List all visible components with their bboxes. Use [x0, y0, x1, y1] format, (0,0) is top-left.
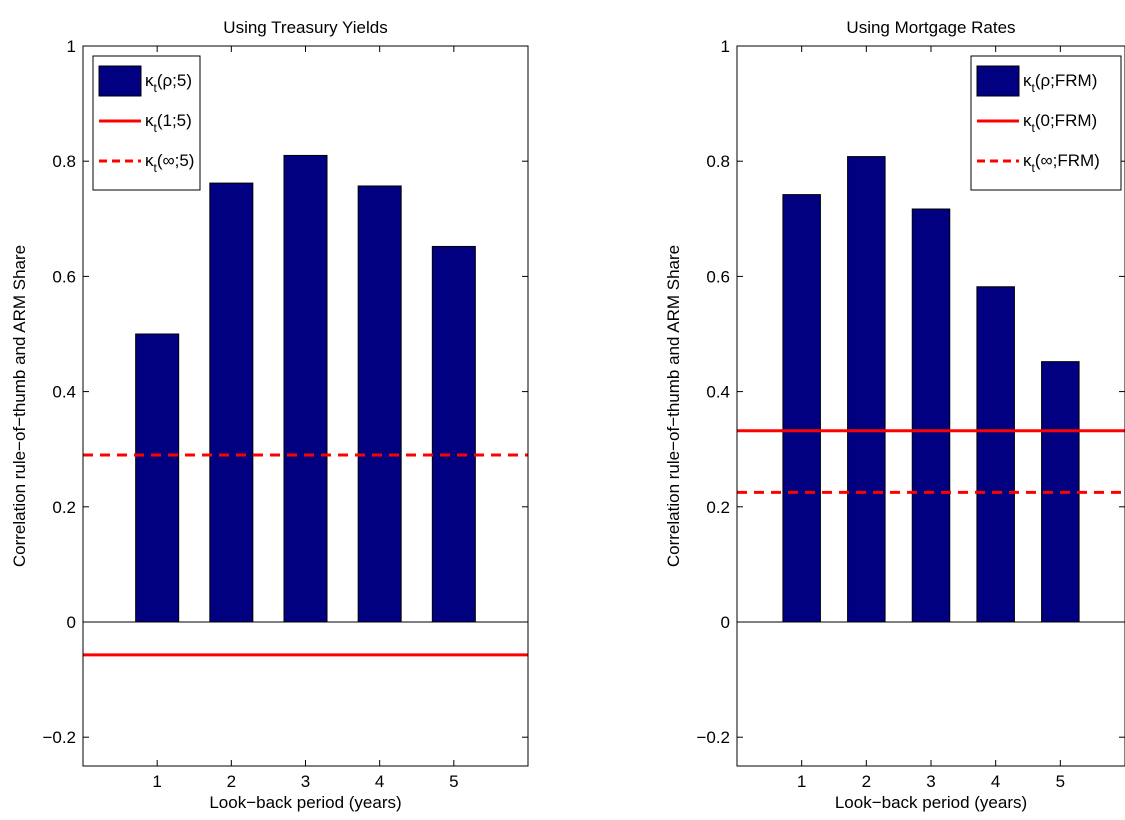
legend-swatch-bar — [976, 65, 1020, 97]
legend-label: κt(1;5) — [145, 111, 192, 135]
x-tick-label: 4 — [991, 772, 1000, 791]
y-tick-label: 1 — [721, 37, 730, 56]
y-axis-label: Correlation rule−of−thumb and ARM Share — [10, 245, 29, 567]
y-tick-label: 0.2 — [706, 498, 730, 517]
bar — [782, 194, 821, 623]
chart-panel-1: −0.2 0 0.2 0.4 0.6 0.8 1 1 2 3 4 5 Using Treasury Yi… — [10, 18, 529, 812]
chart-panel-2: −0.2 0 0.2 0.4 0.6 0.8 1 1 2 3 4 5 Using Mortgage Ra… — [664, 18, 1125, 812]
x-tick-label: 3 — [301, 772, 310, 791]
bar — [135, 333, 180, 623]
x-axis-label: Look−back period (years) — [835, 793, 1027, 812]
y-tick-label: 0.4 — [706, 383, 730, 402]
y-tick-label: 0.6 — [52, 267, 76, 286]
bar — [357, 185, 402, 623]
bar — [847, 156, 886, 623]
x-tick-label: 1 — [152, 772, 161, 791]
legend: κt(ρ;FRM) κt(0;FRM) κt(∞;FRM) — [970, 55, 1122, 191]
bar — [976, 286, 1015, 623]
x-tick-label: 5 — [449, 772, 458, 791]
bar — [209, 182, 254, 623]
x-tick-label: 4 — [375, 772, 384, 791]
y-tick-label: 0.2 — [52, 498, 76, 517]
legend-label: κt(ρ;FRM) — [1023, 71, 1097, 95]
x-tick-label: 5 — [1056, 772, 1065, 791]
y-tick-label: 0.8 — [706, 152, 730, 171]
legend: κt(ρ;5) κt(1;5) κt(∞;5) — [92, 55, 201, 191]
chart-title: Using Mortgage Rates — [846, 18, 1015, 37]
x-axis-label: Look−back period (years) — [209, 793, 401, 812]
y-axis-label: Correlation rule−of−thumb and ARM Share — [664, 245, 683, 567]
y-tick-label: −0.2 — [42, 728, 76, 747]
bar — [911, 208, 951, 623]
chart-title: Using Treasury Yields — [223, 18, 387, 37]
legend-label: κt(ρ;5) — [145, 71, 192, 95]
x-tick-label: 2 — [862, 772, 871, 791]
legend-label: κt(∞;FRM) — [1023, 151, 1100, 175]
y-tick-label: 0.8 — [52, 152, 76, 171]
y-tick-label: 0 — [721, 613, 730, 632]
x-tick-label: 3 — [926, 772, 935, 791]
x-tick-label: 1 — [797, 772, 806, 791]
bar — [431, 245, 476, 623]
y-tick-label: 0.6 — [706, 267, 730, 286]
y-tick-label: 0 — [67, 613, 76, 632]
legend-label: κt(∞;5) — [145, 151, 194, 175]
legend-label: κt(0;FRM) — [1023, 111, 1097, 135]
y-tick-label: 1 — [67, 37, 76, 56]
y-tick-label: 0.4 — [52, 383, 76, 402]
y-tick-label: −0.2 — [696, 728, 730, 747]
x-tick-label: 2 — [227, 772, 236, 791]
legend-swatch-bar — [98, 65, 142, 97]
bar — [283, 154, 328, 623]
